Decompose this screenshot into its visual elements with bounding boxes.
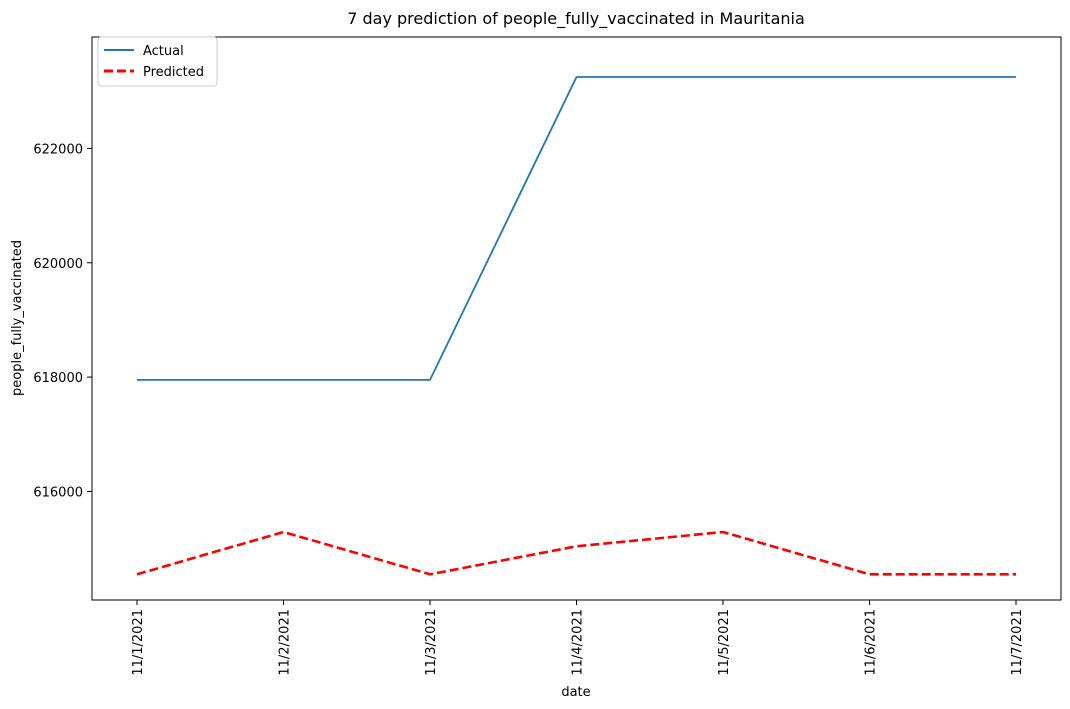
x-axis-label: date: [561, 685, 590, 700]
series-line-actual: [137, 76, 1016, 381]
y-tick-label: 616000: [33, 485, 83, 500]
x-tick-label: 11/4/2021: [571, 609, 586, 676]
y-tick-label: 622000: [33, 142, 83, 157]
legend-label-actual: Actual: [143, 44, 184, 59]
x-tick-label: 11/1/2021: [131, 609, 146, 676]
x-axis-ticks: 11/1/2021 11/2/2021 11/3/2021 11/4/2021 11/5…: [131, 600, 1025, 676]
chart-title: 7 day prediction of people_fully_vaccina…: [347, 9, 805, 29]
x-tick-label: 11/5/2021: [717, 609, 732, 676]
legend: Actual Predicted: [97, 36, 218, 87]
x-tick-label: 11/6/2021: [864, 609, 879, 676]
x-tick-label: 11/3/2021: [424, 609, 439, 676]
legend-label-predicted: Predicted: [143, 65, 204, 80]
y-tick-label: 618000: [33, 371, 83, 386]
x-tick-label: 11/7/2021: [1010, 609, 1025, 676]
y-axis-ticks: 616000 618000 620000 622000: [33, 142, 92, 500]
y-axis-label: people_fully_vaccinated: [10, 240, 25, 396]
series-layer: [136, 76, 1016, 576]
x-tick-label: 11/2/2021: [278, 609, 293, 676]
y-tick-label: 620000: [33, 257, 83, 272]
